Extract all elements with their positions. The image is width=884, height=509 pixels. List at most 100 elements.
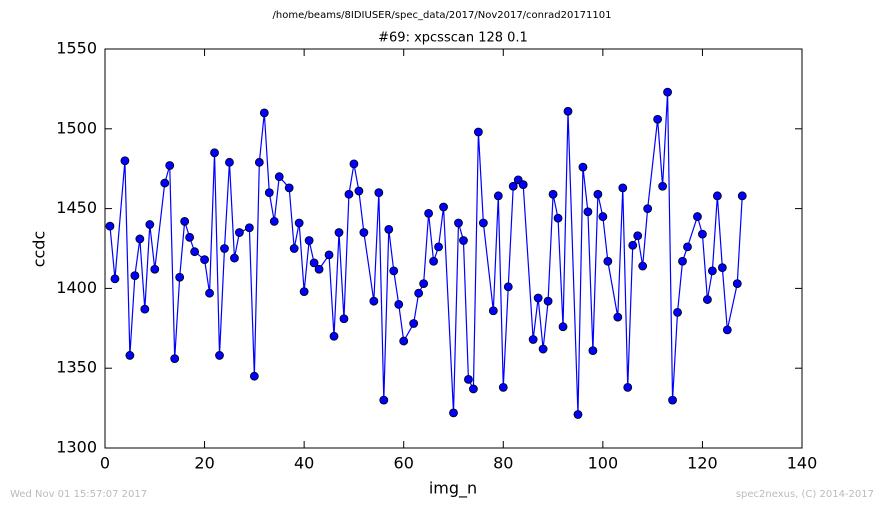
data-point <box>264 188 274 198</box>
data-point <box>693 212 702 221</box>
data-point <box>409 319 419 328</box>
data-point <box>573 410 583 419</box>
data-point <box>633 231 643 241</box>
data-point <box>459 236 468 245</box>
data-point <box>493 191 503 201</box>
data-point <box>737 191 747 201</box>
data-point <box>130 271 140 281</box>
data-point <box>249 371 259 381</box>
data-point <box>588 346 598 356</box>
x-tick-label: 40 <box>294 454 314 473</box>
data-point <box>125 351 135 360</box>
data-point <box>210 148 219 158</box>
data-point <box>374 188 384 198</box>
data-point <box>722 325 732 335</box>
data-point <box>717 263 727 273</box>
data-point <box>110 274 120 284</box>
x-tick-label: 80 <box>493 454 513 473</box>
data-point <box>538 344 548 354</box>
data-point <box>578 162 588 172</box>
y-tick-label: 1500 <box>56 118 97 137</box>
data-point <box>145 220 155 229</box>
data-point <box>324 250 334 260</box>
data-point <box>613 312 623 322</box>
y-tick-label: 1450 <box>56 198 97 217</box>
data-point <box>478 218 488 228</box>
data-point <box>464 374 473 384</box>
data-point <box>439 202 448 212</box>
footer-right: spec2nexus, (C) 2014-2017 <box>736 489 874 500</box>
data-point <box>369 296 379 306</box>
data-point <box>394 299 404 309</box>
data-point <box>339 314 349 324</box>
data-point <box>379 395 389 405</box>
data-point <box>473 127 483 137</box>
data-point <box>638 261 648 271</box>
data-point <box>528 335 538 344</box>
x-tick-label: 100 <box>588 454 619 473</box>
suptitle: /home/beams/8IDIUSER/spec_data/2017/Nov2… <box>273 10 612 21</box>
data-point <box>498 382 508 392</box>
data-point <box>140 304 150 314</box>
chart-title: #69: xpcsscan 128 0.1 <box>378 31 528 46</box>
data-point <box>469 384 478 394</box>
x-tick-label: 140 <box>787 454 818 473</box>
data-point <box>314 264 324 274</box>
data-line <box>109 92 743 415</box>
data-point <box>583 207 593 217</box>
data-point <box>558 322 568 332</box>
data-point <box>220 244 229 253</box>
data-point <box>503 282 513 292</box>
data-point <box>105 221 115 231</box>
data-point <box>678 256 687 266</box>
data-point <box>429 256 438 266</box>
data-point <box>225 157 234 167</box>
data-point <box>618 183 628 193</box>
data-point <box>180 216 190 226</box>
data-point <box>732 279 742 289</box>
data-point <box>658 181 667 191</box>
data-point <box>309 258 319 268</box>
data-point <box>135 234 145 244</box>
plot-frame <box>104 48 803 449</box>
data-point <box>548 189 558 199</box>
data-point <box>663 87 672 97</box>
data-point <box>185 232 195 242</box>
data-point <box>543 296 553 306</box>
data-point <box>269 216 279 226</box>
data-point <box>120 156 130 166</box>
data-point <box>668 395 677 405</box>
data-point <box>449 408 458 418</box>
data-point <box>454 218 463 228</box>
data-point <box>518 180 528 190</box>
x-tick-label: 60 <box>394 454 414 473</box>
y-tick-label: 1400 <box>56 278 97 297</box>
footer-left: Wed Nov 01 15:57:07 2017 <box>10 489 147 500</box>
data-point <box>349 159 359 169</box>
data-point <box>399 336 409 346</box>
data-point <box>334 228 344 237</box>
data-point <box>603 256 613 266</box>
y-tick-label: 1350 <box>56 358 97 377</box>
data-point <box>344 189 354 199</box>
data-point <box>230 253 239 263</box>
data-point <box>673 307 682 317</box>
data-point <box>299 287 309 296</box>
data-point <box>244 223 254 233</box>
data-point <box>359 228 369 237</box>
x-tick-label: 0 <box>100 454 110 473</box>
data-point <box>150 264 160 274</box>
data-point <box>703 295 712 304</box>
data-point <box>274 172 284 182</box>
data-point <box>434 242 443 252</box>
x-tick-label: 120 <box>687 454 718 473</box>
data-point <box>533 293 543 303</box>
data-point <box>707 266 717 276</box>
data-point <box>354 186 364 196</box>
x-axis-label: img_n <box>429 479 477 499</box>
data-point <box>593 189 603 199</box>
data-point <box>653 114 663 124</box>
data-point <box>284 183 294 193</box>
data-point <box>508 181 518 191</box>
